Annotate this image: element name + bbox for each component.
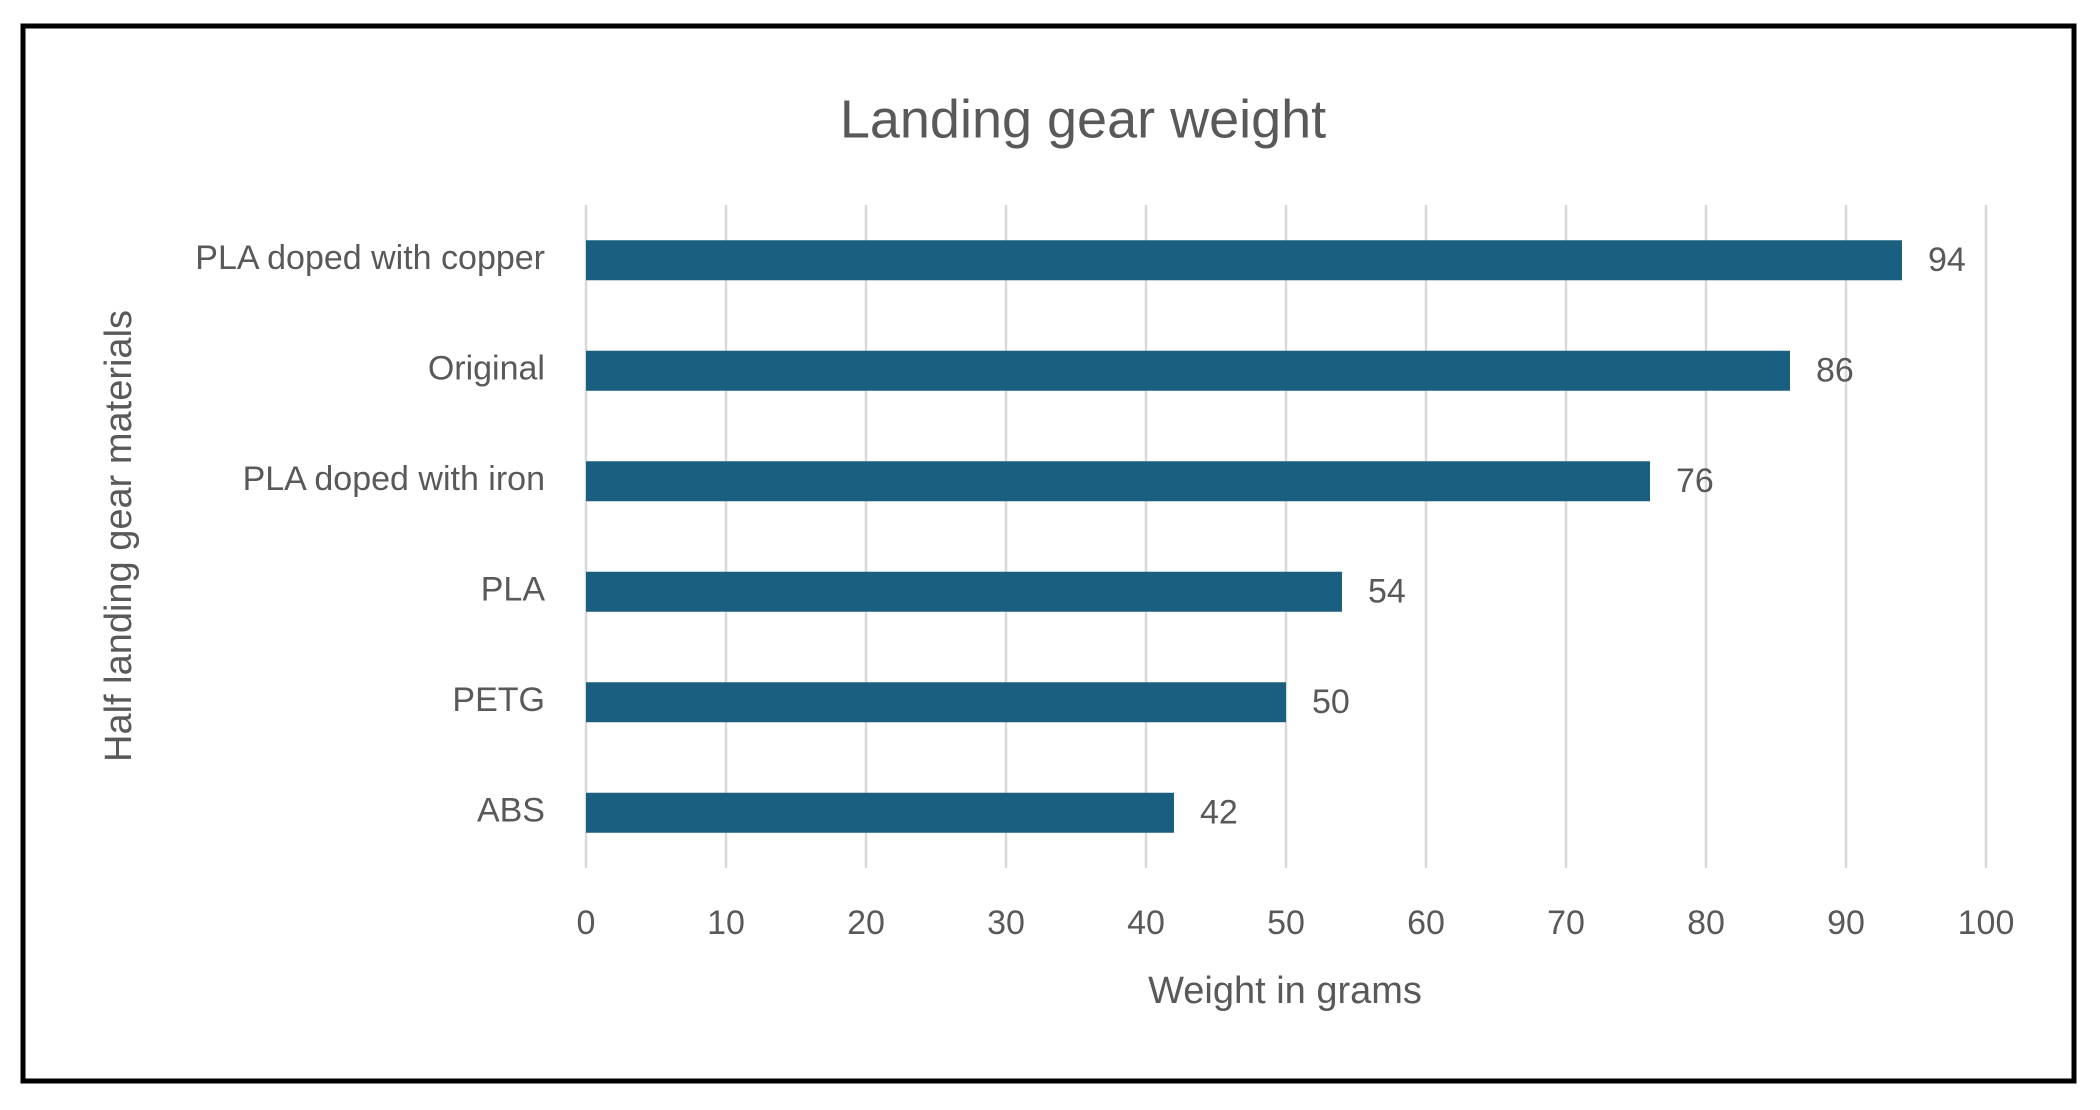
x-tick-label: 60 <box>1407 904 1445 942</box>
data-label: 94 <box>1928 241 1966 279</box>
bar <box>586 350 1790 391</box>
frame <box>20 23 2077 1084</box>
x-tick-label: 50 <box>1267 904 1305 942</box>
x-tick-label: 70 <box>1547 904 1585 942</box>
data-label: 50 <box>1312 683 1350 721</box>
chart-title: Landing gear weight <box>840 89 1326 149</box>
x-axis-title: Weight in grams <box>1148 970 1422 1012</box>
x-tick-label: 0 <box>577 904 596 942</box>
x-tick-label: 30 <box>987 904 1025 942</box>
y-tick-label: PLA doped with copper <box>195 239 545 277</box>
y-tick-label: Original <box>428 350 545 388</box>
x-tick-label: 20 <box>847 904 885 942</box>
data-label: 86 <box>1816 352 1854 390</box>
y-tick-label: PLA doped with iron <box>243 460 545 498</box>
bar <box>586 240 1902 281</box>
data-label: 54 <box>1368 573 1406 611</box>
x-tick-label: 40 <box>1127 904 1165 942</box>
y-tick-label: PLA <box>481 571 546 609</box>
bar <box>586 792 1174 833</box>
bar <box>586 571 1342 612</box>
y-axis-title: Half landing gear materials <box>98 310 140 762</box>
bar <box>586 461 1650 502</box>
data-label: 76 <box>1676 462 1714 500</box>
data-label: 42 <box>1200 794 1238 832</box>
x-tick-label: 80 <box>1687 904 1725 942</box>
x-tick-label: 10 <box>707 904 745 942</box>
y-tick-label: PETG <box>452 681 545 719</box>
y-tick-label: ABS <box>477 792 545 830</box>
bar <box>586 682 1286 723</box>
x-tick-label: 100 <box>1958 904 2015 942</box>
x-tick-label: 90 <box>1827 904 1865 942</box>
